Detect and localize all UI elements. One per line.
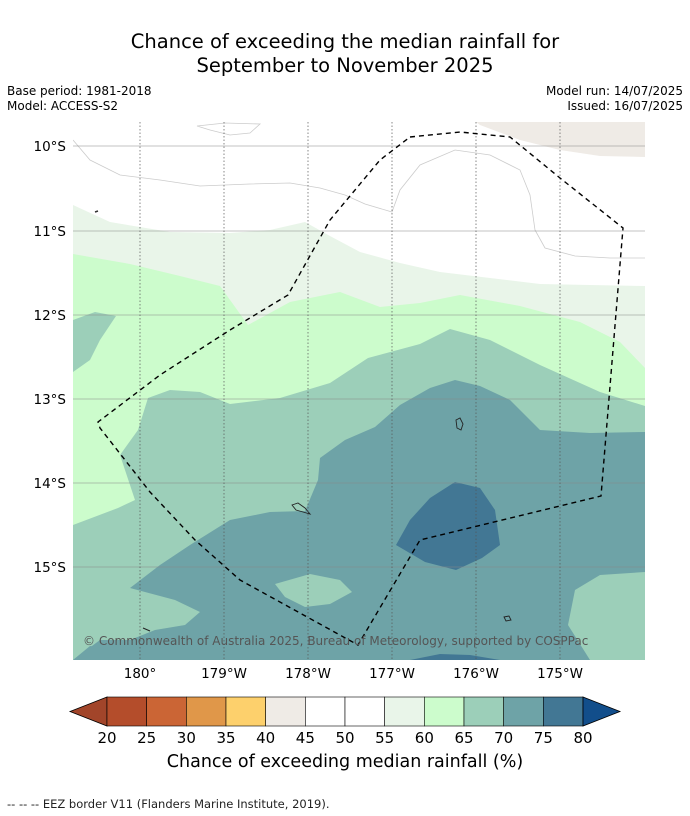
colorbar-segment xyxy=(305,696,346,727)
eez-footnote: -- -- -- EEZ border V11 (Flanders Marine… xyxy=(7,797,330,811)
region-75-80-south xyxy=(410,654,500,660)
colorbar-tick-label: 75 xyxy=(534,729,553,747)
colorbar-segment xyxy=(186,696,227,727)
copyright-notice: © Commonwealth of Australia 2025, Bureau… xyxy=(83,634,588,648)
contour-line-50 xyxy=(73,139,645,259)
title-line-1: Chance of exceeding the median rainfall … xyxy=(130,30,560,53)
latitude-labels: 10°S 11°S 12°S 13°S 14°S 15°S xyxy=(34,139,67,576)
meta-left: Base period: 1981-2018 Model: ACCESS-S2 xyxy=(7,84,152,114)
colorbar-segment xyxy=(503,696,544,727)
colorbar-tick-label: 70 xyxy=(494,729,513,747)
lat-label-12s: 12°S xyxy=(34,308,67,324)
lon-label-175w: 175°W xyxy=(537,666,583,682)
island xyxy=(142,627,151,632)
colorbar-extend-high xyxy=(582,696,622,727)
colorbar: 20 25 30 35 40 45 50 55 60 65 70 75 80 xyxy=(68,696,622,747)
colorbar-tick-label: 50 xyxy=(335,729,354,747)
colorbar-segment xyxy=(424,696,465,727)
colorbar-tick-label: 45 xyxy=(296,729,315,747)
colorbar-tick-label: 20 xyxy=(97,729,116,747)
chart-title: Chance of exceeding the median rainfall … xyxy=(0,30,690,78)
colorbar-segment xyxy=(265,696,306,727)
region-65-70-enclave xyxy=(275,574,352,607)
colorbar-title: Chance of exceeding median rainfall (%) xyxy=(166,752,524,772)
base-period: Base period: 1981-2018 xyxy=(7,84,152,98)
island xyxy=(503,615,512,622)
colorbar-tick-label: 35 xyxy=(216,729,235,747)
meta-right: Model run: 14/07/2025 Issued: 16/07/2025 xyxy=(546,84,683,114)
colorbar-tick-label: 80 xyxy=(573,729,592,747)
colorbar-tick-label: 25 xyxy=(137,729,156,747)
lat-label-15s: 15°S xyxy=(34,560,67,576)
latitude-gridlines xyxy=(73,145,645,568)
eez-border xyxy=(97,131,624,646)
lon-label-176w: 176°W xyxy=(453,666,499,682)
colorbar-segment xyxy=(384,696,425,727)
lon-label-180: 180° xyxy=(124,666,157,682)
lon-label-178w: 178°W xyxy=(285,666,331,682)
region-65-70-west xyxy=(73,312,116,372)
colorbar-tick-label: 55 xyxy=(375,729,394,747)
colorbar-tick-label: 60 xyxy=(415,729,434,747)
region-70-75-southwest xyxy=(73,646,125,660)
colorbar-extend-low xyxy=(68,696,108,727)
region-70-75 xyxy=(73,380,645,660)
region-40-45 xyxy=(476,122,645,157)
longitude-gridlines xyxy=(139,122,561,660)
map-area: © Commonwealth of Australia 2025, Bureau… xyxy=(73,122,645,660)
title-line-2: September to November 2025 xyxy=(196,54,494,77)
colorbar-segment xyxy=(463,696,504,727)
colorbar-segment xyxy=(146,696,187,727)
islet xyxy=(94,210,99,213)
longitude-labels: 180° 179°W 178°W 177°W 176°W 175°W xyxy=(124,666,583,682)
model-name: Model: ACCESS-S2 xyxy=(7,99,119,113)
island xyxy=(291,502,312,515)
island xyxy=(455,417,464,431)
colorbar-segment xyxy=(106,696,147,727)
model-run: Model run: 14/07/2025 xyxy=(545,84,683,98)
lat-label-11s: 11°S xyxy=(34,224,67,240)
lat-label-14s: 14°S xyxy=(34,476,67,492)
colorbar-segment xyxy=(344,696,385,727)
region-75-80 xyxy=(396,482,500,570)
lon-label-177w: 177°W xyxy=(369,666,415,682)
issued-date: Issued: 16/07/2025 xyxy=(567,99,683,113)
colorbar-segment xyxy=(225,696,266,727)
colorbar-tick-label: 30 xyxy=(177,729,196,747)
colorbar-segment xyxy=(543,696,584,727)
lat-label-13s: 13°S xyxy=(34,392,67,408)
colorbar-tick-label: 65 xyxy=(454,729,473,747)
colorbar-tick-label: 40 xyxy=(256,729,275,747)
lat-label-10s: 10°S xyxy=(34,139,67,155)
lon-label-179w: 179°W xyxy=(201,666,247,682)
contour-line-small xyxy=(196,122,262,136)
